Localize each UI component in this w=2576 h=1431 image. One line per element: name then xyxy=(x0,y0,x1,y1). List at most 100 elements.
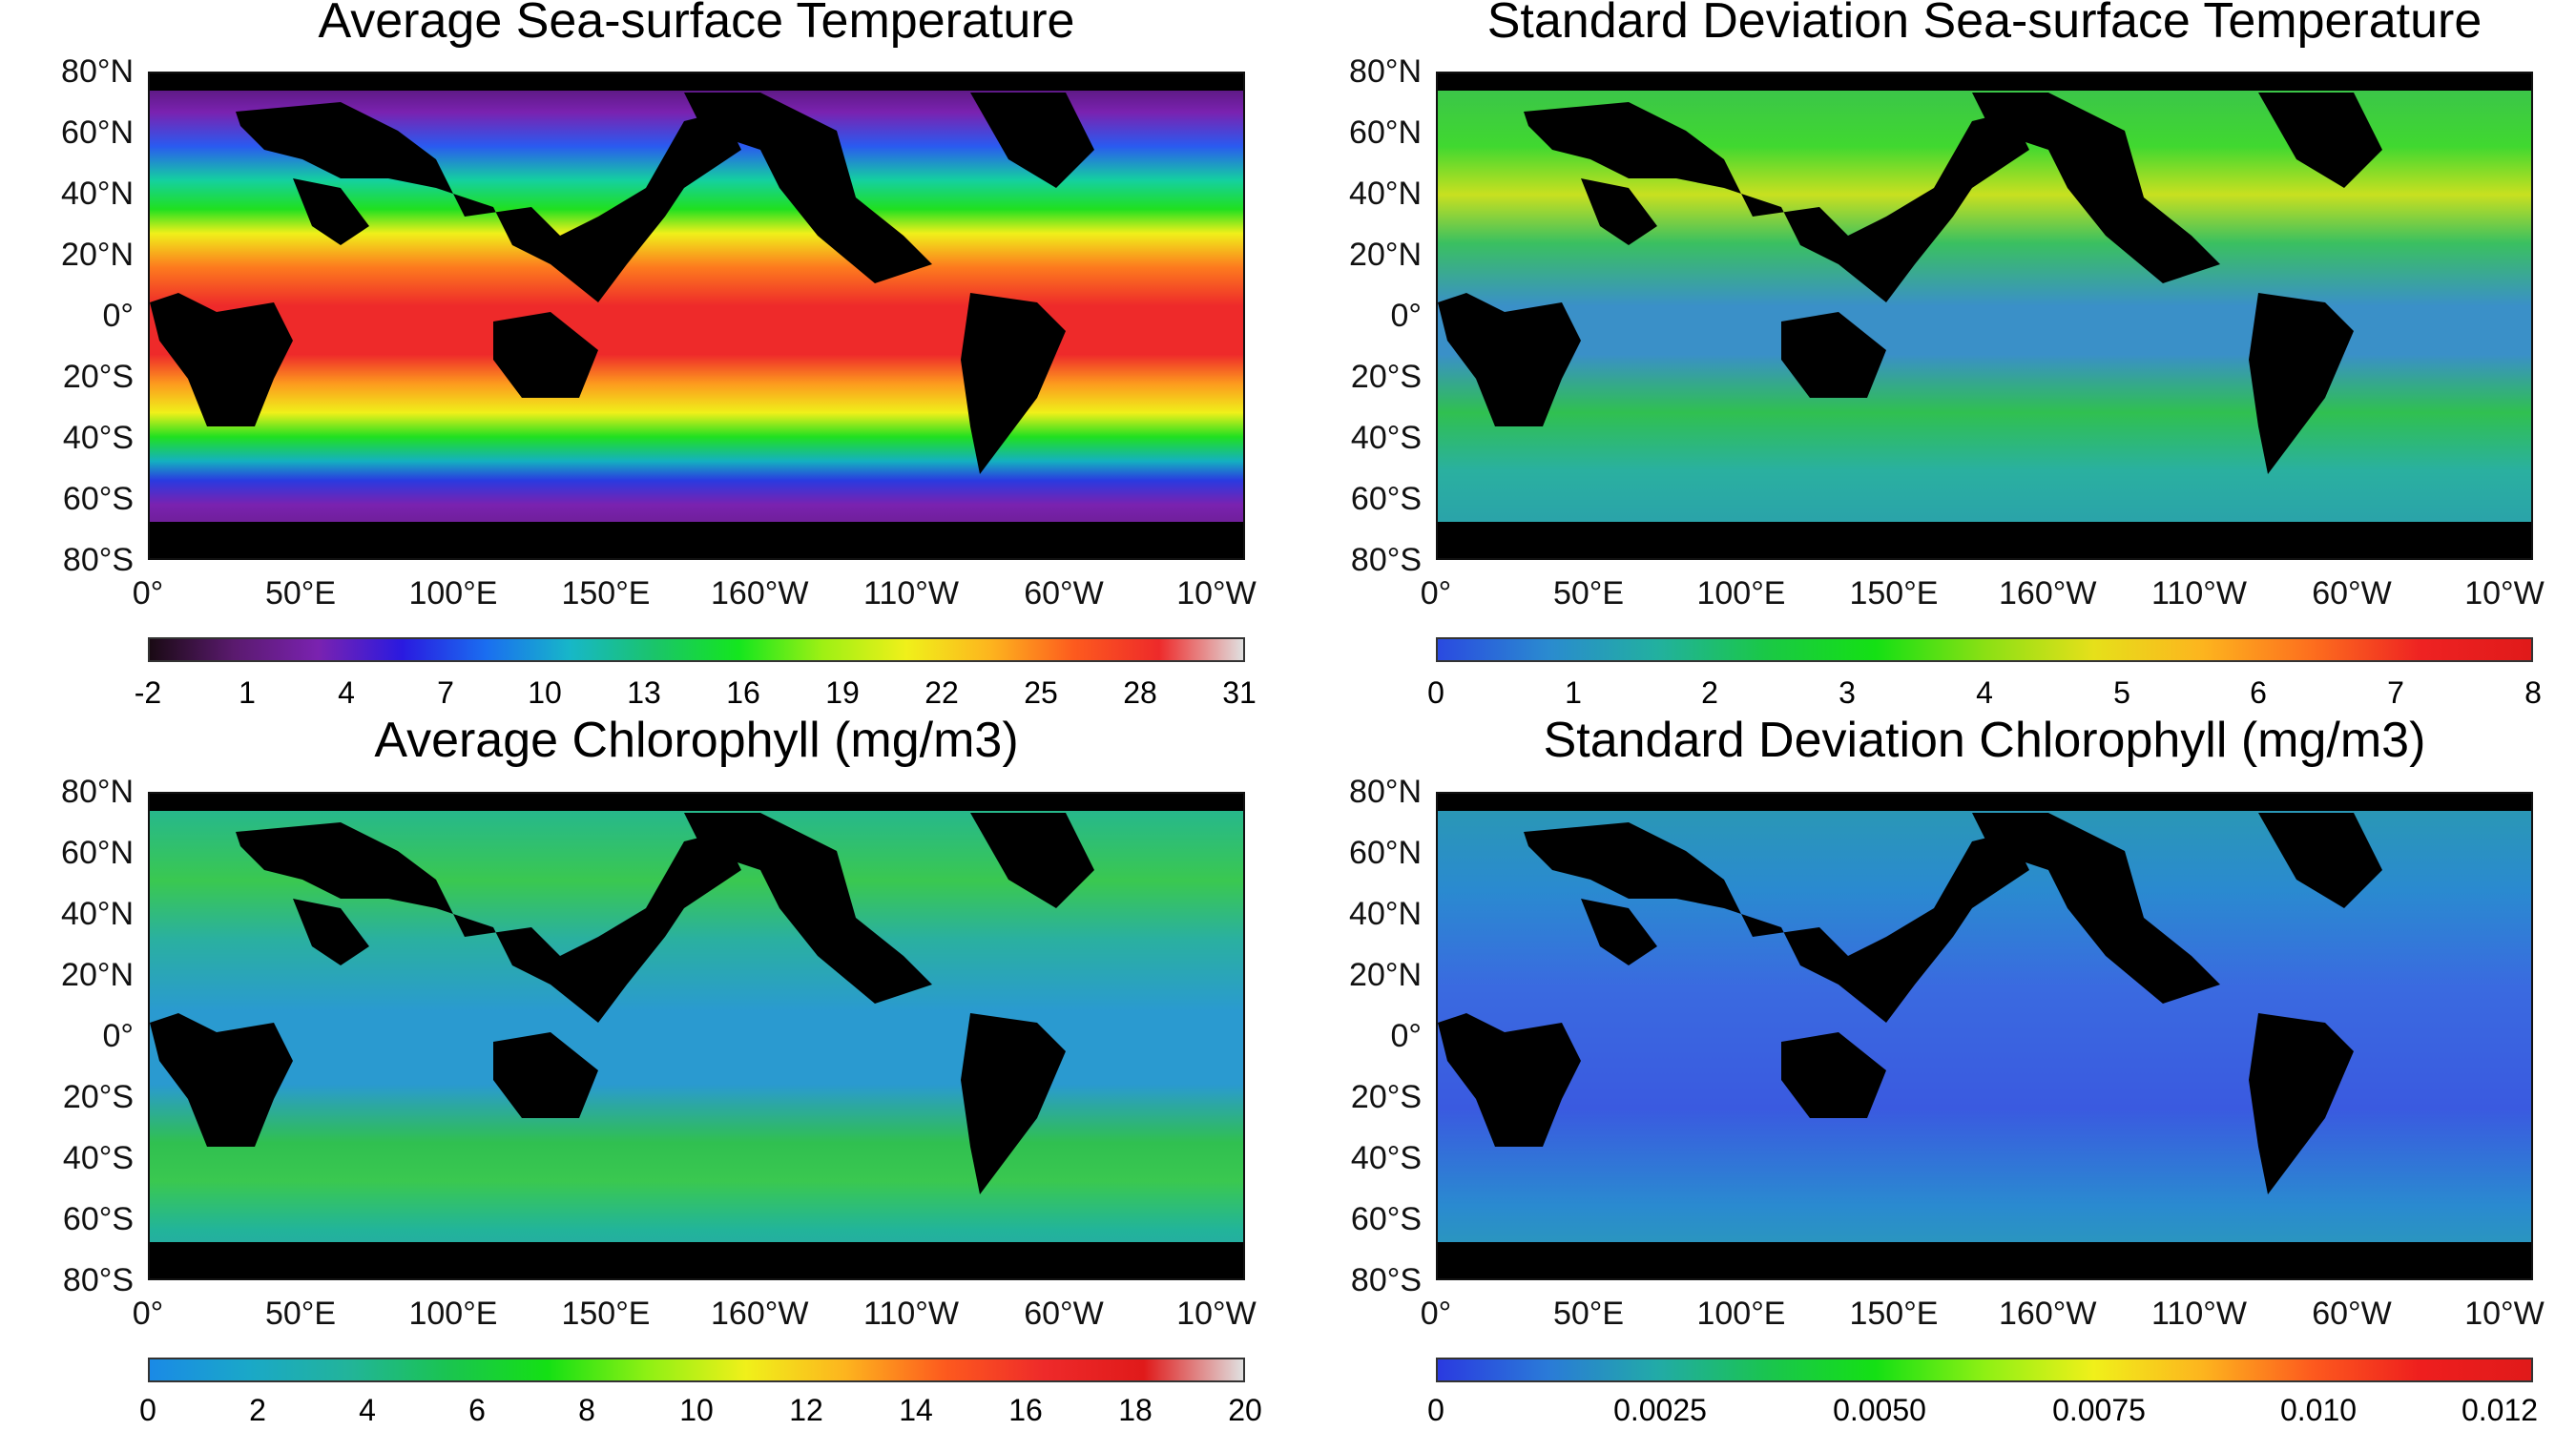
lat-label: 60°N xyxy=(1349,835,1422,871)
lon-label: 110°W xyxy=(863,1296,959,1332)
lon-label: 150°E xyxy=(561,575,651,612)
lat-label: 60°S xyxy=(1350,481,1422,517)
colorbar-tick-label: 0.010 xyxy=(2279,1393,2358,1427)
lat-label: 80°S xyxy=(1350,542,1422,578)
colorbar-tick-label: 8 xyxy=(578,1393,595,1427)
lat-label: 80°S xyxy=(62,1262,134,1298)
lon-label: 150°E xyxy=(1849,575,1939,612)
lat-label: 80°N xyxy=(61,53,134,90)
panel-avg-chl: Average Chlorophyll (mg/m3) xyxy=(0,713,1288,1431)
lon-label: 110°W xyxy=(2151,575,2247,612)
colorbar-tick-label: 4 xyxy=(338,675,355,710)
lat-label: 0° xyxy=(102,1018,134,1054)
lat-label: 60°S xyxy=(62,1201,134,1237)
colorbar-tick-label: 0.0025 xyxy=(1613,1393,1707,1427)
colorbar-tick-label: 16 xyxy=(1008,1393,1043,1427)
colorbar-tick-label: 8 xyxy=(2524,675,2542,710)
colorbar-tick-label: 1 xyxy=(239,675,256,710)
colorbar-tick-label: 0.0075 xyxy=(2052,1393,2146,1427)
landmass xyxy=(1438,794,2531,1278)
lon-label: 10°W xyxy=(1176,1296,1257,1332)
panel-avg-sst: Average Sea-surface Temperature xyxy=(0,0,1288,716)
lon-label: 0° xyxy=(1420,575,1452,612)
colorbar-tick-label: 7 xyxy=(437,675,454,710)
panel-title: Standard Deviation Chlorophyll (mg/m3) xyxy=(1543,713,2426,768)
lat-label: 60°S xyxy=(1350,1201,1422,1237)
landmass xyxy=(1438,73,2531,558)
colorbar-tick-label: 0 xyxy=(1427,1393,1444,1427)
lat-label: 20°S xyxy=(62,1079,134,1115)
lat-label: 20°S xyxy=(62,359,134,395)
lon-label: 60°W xyxy=(1024,575,1104,612)
chl-average-map xyxy=(148,792,1245,1280)
colorbar xyxy=(1436,1358,2533,1382)
colorbar-tick-label: 6 xyxy=(2250,675,2267,710)
lat-label: 40°N xyxy=(61,176,134,212)
colorbar-tick-label: 16 xyxy=(726,675,760,710)
colorbar-tick-label: 19 xyxy=(825,675,860,710)
lon-label: 160°W xyxy=(1999,1296,2097,1332)
colorbar-tick-label: 2 xyxy=(1701,675,1718,710)
map-graphic xyxy=(150,73,1243,558)
colorbar-tick-label: 0 xyxy=(1427,675,1444,710)
lat-label: 80°N xyxy=(1349,53,1422,90)
lon-label: 150°E xyxy=(561,1296,651,1332)
colorbar xyxy=(148,637,1245,662)
lat-label: 20°N xyxy=(61,237,134,273)
lat-label: 40°S xyxy=(1350,1140,1422,1176)
colorbar-tick-label: 20 xyxy=(1228,1393,1262,1427)
lon-label: 50°E xyxy=(264,575,337,612)
lon-label: 160°W xyxy=(711,1296,809,1332)
lon-label: 50°E xyxy=(1552,1296,1625,1332)
lon-label: 160°W xyxy=(1999,575,2097,612)
colorbar-tick-label: 18 xyxy=(1118,1393,1153,1427)
colorbar-tick-label: 25 xyxy=(1024,675,1058,710)
lat-label: 80°N xyxy=(1349,774,1422,810)
colorbar-tick-label: -2 xyxy=(134,675,162,710)
lat-label: 0° xyxy=(1390,298,1422,334)
colorbar-tick-label: 10 xyxy=(679,1393,714,1427)
colorbar-tick-label: 10 xyxy=(528,675,562,710)
colorbar-tick-label: 2 xyxy=(249,1393,266,1427)
colorbar-tick-label: 28 xyxy=(1123,675,1157,710)
lat-label: 60°N xyxy=(61,114,134,151)
lat-label: 80°S xyxy=(1350,1262,1422,1298)
chl-sd-map xyxy=(1436,792,2533,1280)
landmass xyxy=(150,794,1243,1278)
lat-label: 40°S xyxy=(62,420,134,456)
panel-title: Average Sea-surface Temperature xyxy=(318,0,1075,49)
lat-label: 60°N xyxy=(1349,114,1422,151)
lat-label: 20°S xyxy=(1350,1079,1422,1115)
lat-label: 80°S xyxy=(62,542,134,578)
lon-label: 110°W xyxy=(2151,1296,2247,1332)
lon-label: 100°E xyxy=(408,1296,498,1332)
map-graphic xyxy=(150,794,1243,1278)
lat-label: 60°S xyxy=(62,481,134,517)
colorbar-tick-label: 12 xyxy=(789,1393,823,1427)
lon-label: 60°W xyxy=(2312,575,2392,612)
sst-sd-map xyxy=(1436,72,2533,560)
colorbar-tick-label: 6 xyxy=(468,1393,486,1427)
lon-label: 100°E xyxy=(1696,575,1786,612)
colorbar-tick-label: 5 xyxy=(2113,675,2130,710)
panel-title: Standard Deviation Sea-surface Temperatu… xyxy=(1486,0,2483,49)
lon-label: 10°W xyxy=(2464,1296,2545,1332)
panel-title: Average Chlorophyll (mg/m3) xyxy=(374,713,1019,768)
lat-label: 0° xyxy=(102,298,134,334)
lon-label: 110°W xyxy=(863,575,959,612)
lon-label: 50°E xyxy=(264,1296,337,1332)
lat-label: 80°N xyxy=(61,774,134,810)
landmass xyxy=(150,73,1243,558)
colorbar-tick-label: 13 xyxy=(627,675,661,710)
lat-label: 0° xyxy=(1390,1018,1422,1054)
colorbar-tick-label: 4 xyxy=(1976,675,1993,710)
lat-label: 40°N xyxy=(1349,176,1422,212)
lat-label: 40°S xyxy=(1350,420,1422,456)
colorbar-tick-label: 0.012 xyxy=(2461,1393,2539,1427)
colorbar-tick-label: 31 xyxy=(1222,675,1257,710)
colorbar-tick-label: 4 xyxy=(359,1393,376,1427)
lat-label: 20°S xyxy=(1350,359,1422,395)
lon-label: 60°W xyxy=(1024,1296,1104,1332)
lat-label: 40°N xyxy=(61,896,134,932)
